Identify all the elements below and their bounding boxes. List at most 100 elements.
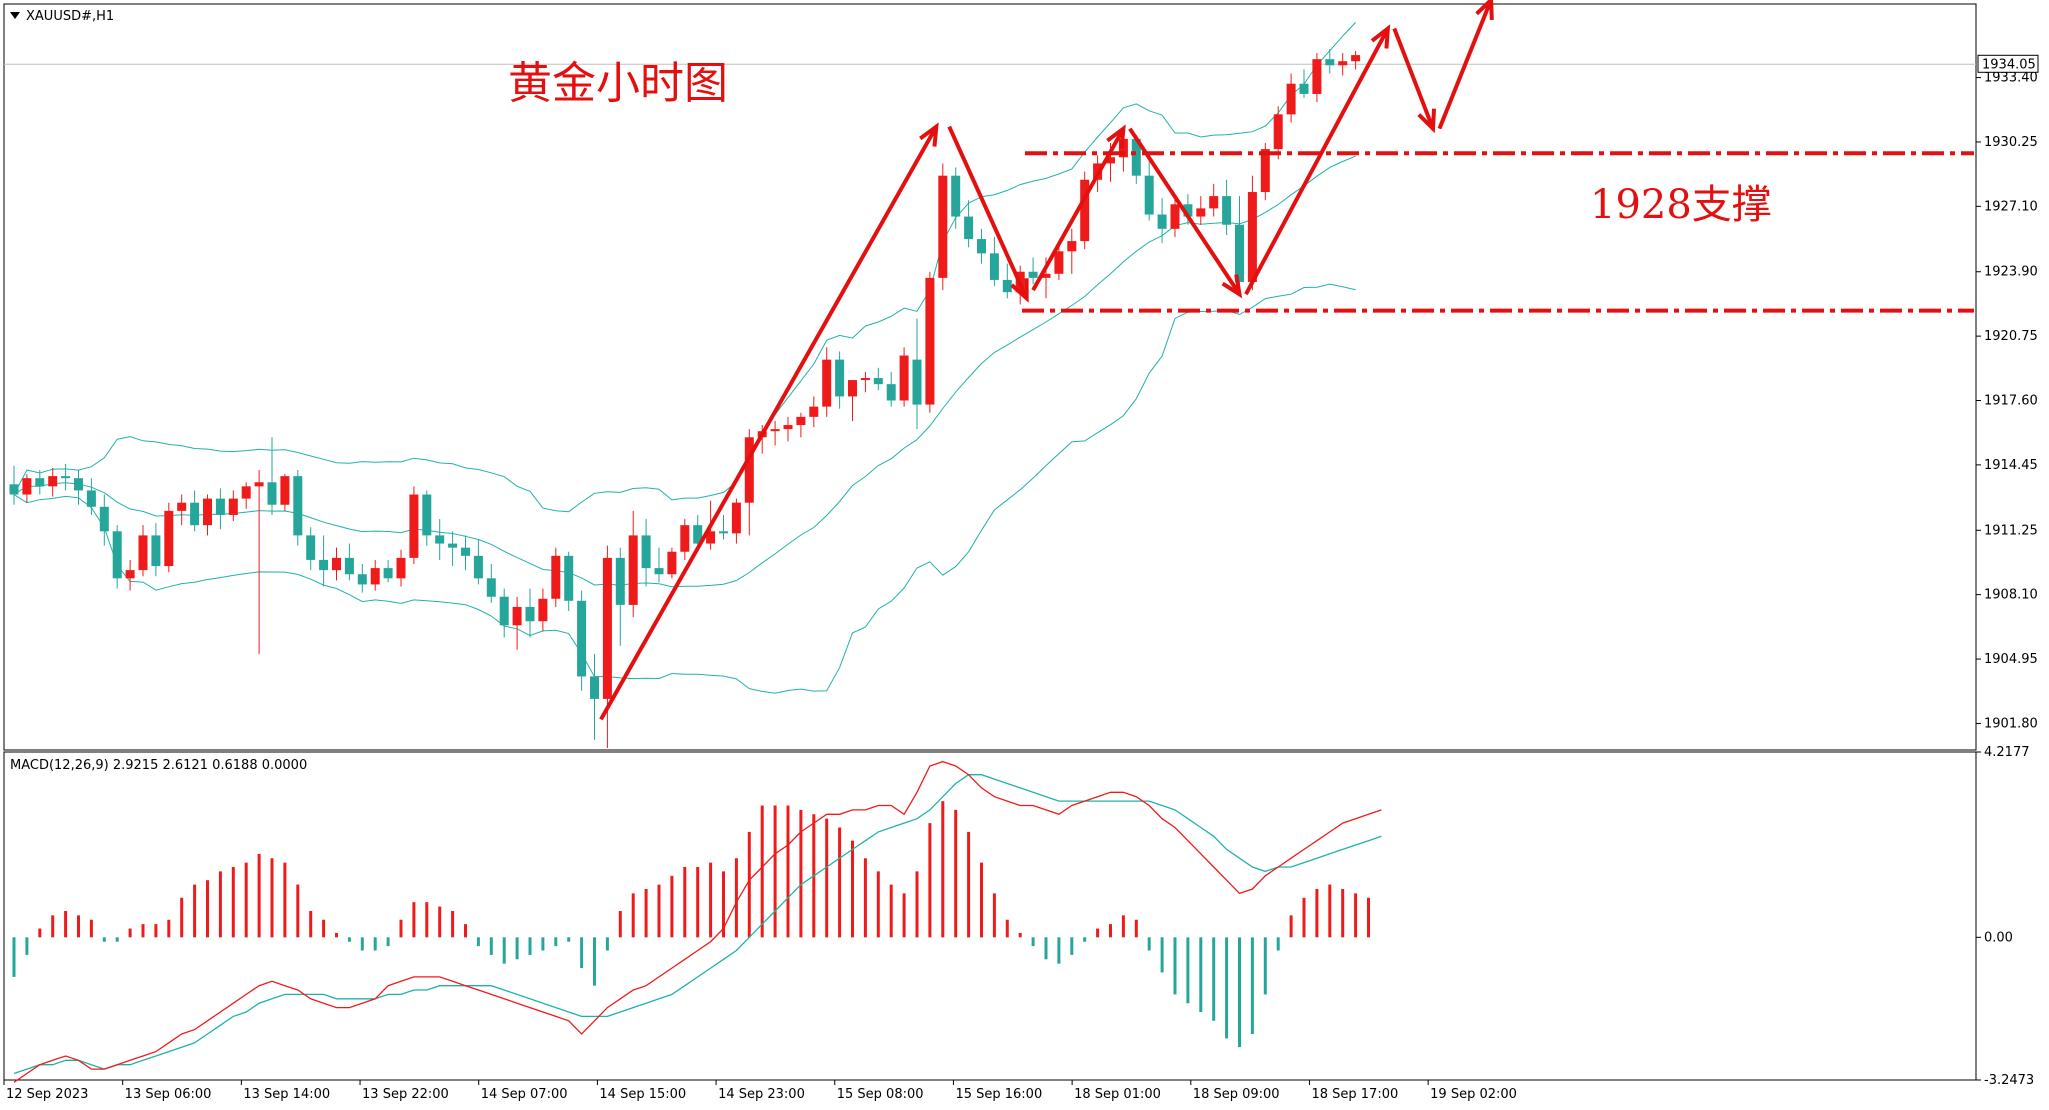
candle-body	[770, 429, 780, 432]
candle	[1131, 134, 1141, 184]
candle-body	[538, 598, 548, 622]
price-tick-label: 1914.45	[1984, 458, 2038, 473]
candle	[977, 228, 986, 264]
candle	[435, 519, 445, 560]
candle-body	[925, 277, 935, 405]
candle-body	[1170, 204, 1180, 229]
trend-arrows	[599, 0, 1494, 721]
candle	[912, 318, 922, 430]
macd-frame	[3, 751, 1977, 1081]
candle-body	[951, 175, 961, 217]
candle-body	[9, 484, 19, 495]
candle	[615, 547, 625, 646]
candle	[461, 535, 470, 571]
candle	[357, 564, 367, 593]
candle-body	[319, 559, 329, 571]
candle	[383, 559, 393, 583]
candle	[835, 351, 845, 409]
candle-body	[602, 557, 612, 699]
candle	[744, 429, 754, 536]
candle-body	[1260, 149, 1270, 193]
price-tick-label: 1901.80	[1984, 716, 2038, 731]
candle-body	[525, 606, 535, 622]
candle-body	[344, 557, 354, 575]
candle	[654, 547, 664, 583]
candle-body	[1209, 196, 1219, 209]
symbol-dropdown-icon[interactable]	[10, 12, 20, 19]
forecast-arrow-up	[1437, 0, 1493, 130]
candle	[486, 564, 496, 603]
candle-body	[215, 498, 225, 515]
candle-body	[977, 239, 986, 254]
candle-body	[409, 494, 419, 558]
candle	[1067, 228, 1077, 274]
candles	[9, 48, 1361, 748]
candle-body	[886, 384, 896, 401]
candle-body	[938, 175, 948, 278]
price-tick-label: 1933.40	[1984, 71, 2038, 86]
candle-body	[822, 359, 832, 407]
candle	[667, 547, 677, 579]
time-tick-label: 14 Sep 15:00	[599, 1087, 686, 1102]
candle-body	[590, 676, 599, 699]
candle-body	[1351, 55, 1361, 62]
candle-body	[267, 482, 277, 505]
candle-body	[396, 557, 406, 579]
candle-body	[190, 502, 200, 526]
current-price-badge	[1977, 54, 2039, 73]
candle	[641, 519, 651, 587]
candle-body	[48, 476, 58, 487]
time-tick-label: 18 Sep 09:00	[1193, 1087, 1280, 1102]
candle	[370, 559, 380, 591]
candle	[1325, 48, 1335, 74]
time-tick-label: 18 Sep 01:00	[1074, 1087, 1161, 1102]
candle	[138, 525, 148, 577]
candle-body	[1054, 251, 1064, 274]
candle-body	[744, 437, 754, 503]
candle-body	[1222, 196, 1232, 225]
candle	[190, 490, 200, 532]
trend-arrow-down-head	[1221, 274, 1243, 299]
candle	[602, 545, 612, 748]
candle-body	[1273, 114, 1283, 150]
candle	[473, 539, 483, 585]
candle	[151, 523, 161, 577]
candle	[693, 514, 703, 548]
macd-tick-label: -3.2473	[1984, 1073, 2034, 1088]
candle-body	[112, 531, 122, 579]
candle-body	[1196, 208, 1206, 217]
macd-signal-line	[13, 774, 1382, 1075]
candle-body	[473, 555, 483, 579]
macd-tick-label: 4.2177	[1984, 745, 2030, 760]
candle-body	[989, 253, 999, 280]
candle	[848, 380, 857, 421]
macd-header: MACD(12,26,9) 2.9215 2.6121 0.6188 0.000…	[10, 758, 307, 773]
candle-body	[435, 535, 445, 544]
candle-body	[1067, 241, 1077, 252]
candle-body	[1157, 214, 1167, 229]
candle-body	[731, 502, 741, 534]
candle-body	[912, 359, 922, 405]
candle-body	[461, 547, 470, 556]
candle	[125, 559, 135, 591]
candle	[1273, 106, 1283, 160]
trend-arrow-down	[947, 125, 1029, 300]
candle-body	[22, 478, 32, 495]
macd-plot	[12, 760, 1382, 1083]
candle-body	[512, 606, 522, 626]
candle-body	[628, 535, 638, 605]
candle	[590, 653, 599, 740]
forecast-arrow-up-head	[1475, 0, 1494, 20]
candle-body	[422, 494, 432, 536]
candle-body	[1299, 83, 1309, 94]
candle-body	[1183, 204, 1193, 217]
bollinger-lower	[13, 283, 1356, 694]
candle	[1312, 53, 1322, 103]
forecast-arrow-down	[1392, 27, 1435, 130]
candle	[499, 588, 509, 638]
trend-arrow-up-head	[1106, 124, 1126, 149]
candle-body	[228, 498, 238, 515]
candle-body	[1028, 271, 1038, 278]
candle-body	[848, 380, 857, 397]
candle	[938, 163, 948, 291]
